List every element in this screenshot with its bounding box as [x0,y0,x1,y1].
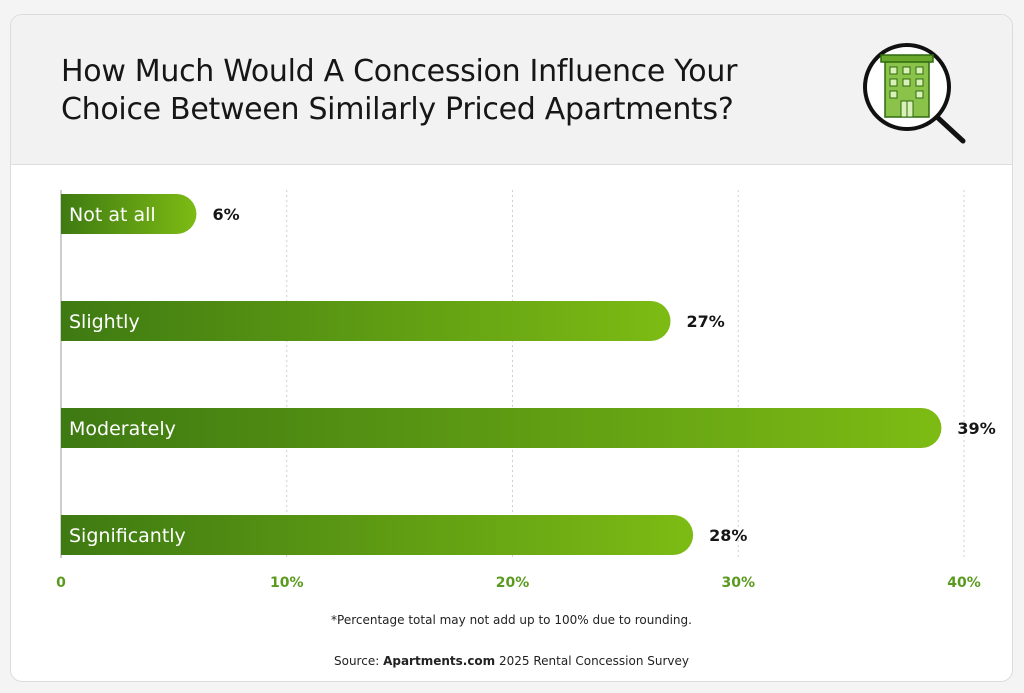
bar-category-label: Significantly [69,525,186,547]
source-line: Source: Apartments.com 2025 Rental Conce… [11,654,1012,668]
x-tick-label: 0 [56,575,66,591]
bar-value-label: 27% [687,312,725,331]
building-magnifier-icon [863,43,966,144]
chart-title: How Much Would A Concession Influence Yo… [61,54,738,127]
bar-category-label: Slightly [69,311,140,333]
chart-header: How Much Would A Concession Influence Yo… [11,15,1012,165]
source-suffix: 2025 Rental Concession Survey [495,654,689,668]
bar-chart: Not at all 6% Slightly 27% Moderately 39% Sign… [56,190,996,591]
bar [61,515,694,555]
bar [61,408,942,448]
chart-card: How Much Would A Concession Influence Yo… [10,14,1013,682]
x-tick-label: 10% [270,575,304,591]
x-tick-label: 40% [947,575,981,591]
bar-category-label: Not at all [69,204,156,226]
bar-category-label: Moderately [69,418,176,440]
bar-value-label: 28% [709,526,747,545]
bar [61,301,671,341]
x-tick-label: 20% [496,575,530,591]
bar-value-label: 6% [212,205,239,224]
source-brand: Apartments.com [383,654,496,668]
bar [61,194,197,234]
source-prefix: Source: [333,654,384,668]
footnote: *Percentage total may not add up to 100%… [331,613,692,627]
bar-value-label: 39% [957,419,995,438]
x-tick-label: 30% [721,575,755,591]
